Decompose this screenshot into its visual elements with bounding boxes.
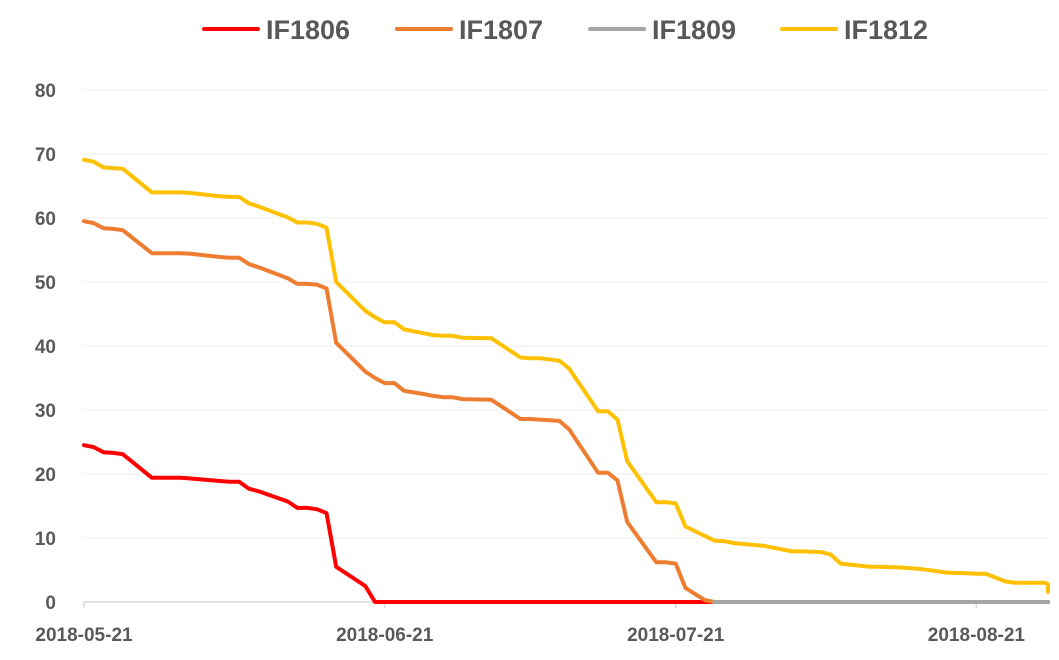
x-tick-label-2018-05-21: 2018-05-21 (35, 625, 133, 646)
y-axis-tick-labels: 0 10 20 30 40 50 60 70 80 (35, 81, 56, 614)
legend: IF1806 IF1807 IF1809 IF1812 (202, 15, 928, 45)
y-tick-label-60: 60 (35, 209, 56, 230)
legend-label-if1812: IF1812 (844, 15, 928, 45)
y-tick-label-70: 70 (35, 145, 56, 166)
series-line-if1812 (82, 157, 1050, 594)
y-tick-label-0: 0 (45, 593, 56, 614)
y-tick-label-40: 40 (35, 337, 56, 358)
y-tick-label-20: 20 (35, 465, 56, 486)
y-tick-label-50: 50 (35, 273, 56, 294)
gridlines (84, 89, 1048, 539)
legend-label-if1807: IF1807 (459, 15, 543, 45)
y-tick-label-30: 30 (35, 401, 56, 422)
series-line-if1806 (82, 443, 1050, 604)
series-lines (82, 157, 1050, 604)
x-axis-tick-labels: 2018-05-21 2018-06-21 2018-07-21 2018-08-21 (35, 625, 1025, 646)
x-tick-label-2018-08-21: 2018-08-21 (928, 625, 1026, 646)
legend-label-if1806: IF1806 (266, 15, 350, 45)
x-tick-label-2018-06-21: 2018-06-21 (336, 625, 434, 646)
x-tick-label-2018-07-21: 2018-07-21 (627, 625, 725, 646)
legend-label-if1809: IF1809 (652, 15, 736, 45)
y-tick-label-80: 80 (35, 81, 56, 102)
series-line-if1807 (82, 219, 1050, 604)
y-tick-label-10: 10 (35, 529, 56, 550)
